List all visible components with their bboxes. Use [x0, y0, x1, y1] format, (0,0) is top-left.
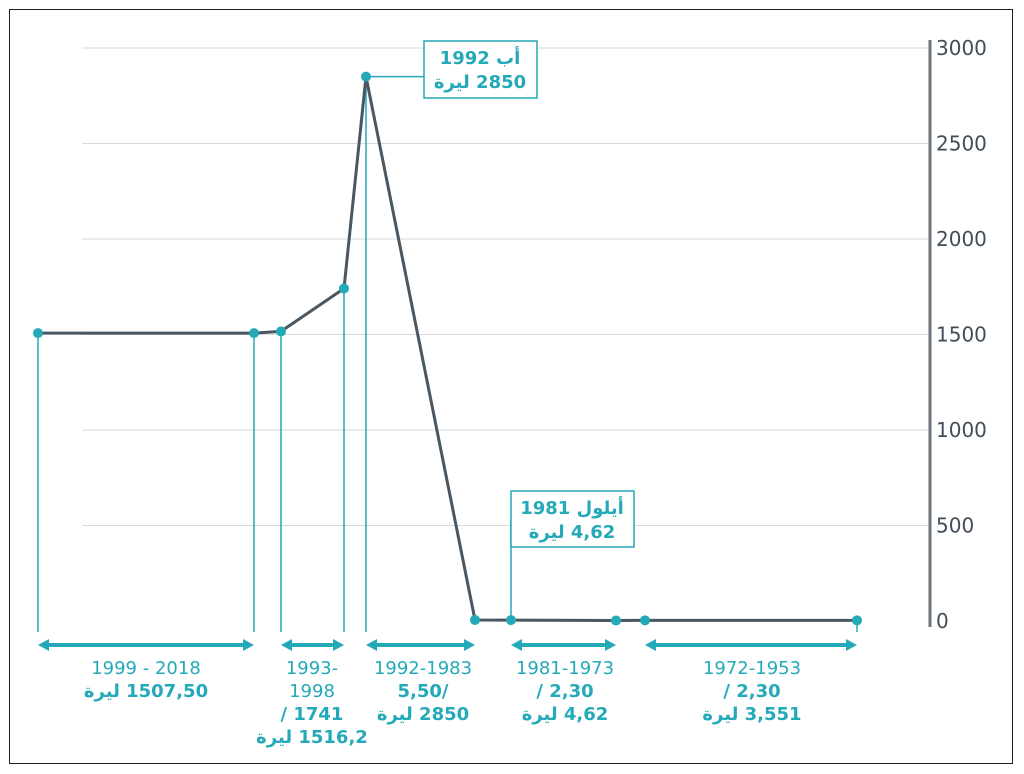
period-arrow-head-left: [281, 639, 292, 651]
period-label-line: 3,551 ليرة: [702, 704, 801, 725]
series-line: [38, 75, 857, 623]
y-tick-label: 2000: [936, 227, 987, 251]
data-point: [33, 328, 43, 339]
data-point: [339, 283, 349, 294]
period-arrow-head-right: [605, 639, 616, 651]
y-tick-label: 500: [936, 514, 974, 538]
drop-lines: [37, 76, 858, 632]
period-label-line: 1992-1983: [374, 658, 472, 679]
period-arrow-head-right: [333, 639, 344, 651]
period-label-line: -1993: [286, 658, 338, 679]
data-point: [276, 326, 286, 337]
data-point: [852, 615, 862, 626]
callout-box: [510, 490, 635, 548]
y-tick-label: 1000: [936, 418, 987, 442]
period-arrow-head-left: [511, 639, 522, 651]
period-arrow-head-right: [846, 639, 857, 651]
callouts: أب 1992 2850 ليرة أيلول 1981 4,62 ليرة: [366, 40, 635, 621]
period-arrow-head-left: [645, 639, 656, 651]
period-arrow-head-right: [464, 639, 475, 651]
series-path: [38, 75, 857, 623]
callout-line: أب 1992: [440, 46, 521, 69]
period-label-line: /5,50: [398, 681, 449, 702]
data-point: [611, 615, 621, 626]
period-label-line: 2,30 /: [536, 681, 593, 702]
period-label-line: 1972-1953: [703, 658, 801, 679]
period-label-line: 1981-1973: [516, 658, 614, 679]
callout-line: 2850 ليرة: [434, 72, 526, 93]
data-point: [470, 614, 480, 625]
y-tick-label: 1500: [936, 323, 987, 347]
callout-box: [423, 40, 538, 99]
period-label-line: 2,30 /: [723, 681, 780, 702]
period-arrow-head-right: [243, 639, 254, 651]
y-tick-label: 0: [936, 609, 949, 633]
data-points: [33, 71, 862, 626]
period-label-line: 4,62 ليرة: [522, 704, 609, 725]
period-label-line: 1507,50 ليرة: [84, 681, 208, 702]
period-label-line: 2018 - 1999: [91, 658, 201, 679]
data-point: [640, 615, 650, 626]
y-tick-label: 2500: [936, 132, 987, 156]
period-arrow-head-left: [38, 639, 49, 651]
data-point: [249, 328, 259, 339]
y-axis: 0 500 1000 1500 2000 2500 3000: [928, 36, 987, 633]
period-label-line: 1998: [289, 681, 335, 702]
period-label-line: 1741 /: [281, 704, 344, 725]
callout-line: أيلول 1981: [520, 496, 624, 519]
period-arrow-head-left: [366, 639, 377, 651]
grid-lines: [82, 47, 930, 526]
period-label-line: 1516,2 ليرة: [256, 727, 368, 748]
chart-frame: [9, 9, 1013, 764]
period-label-line: 2850 ليرة: [377, 704, 469, 725]
callout-line: 4,62 ليرة: [529, 522, 616, 543]
y-tick-label: 3000: [936, 36, 987, 60]
